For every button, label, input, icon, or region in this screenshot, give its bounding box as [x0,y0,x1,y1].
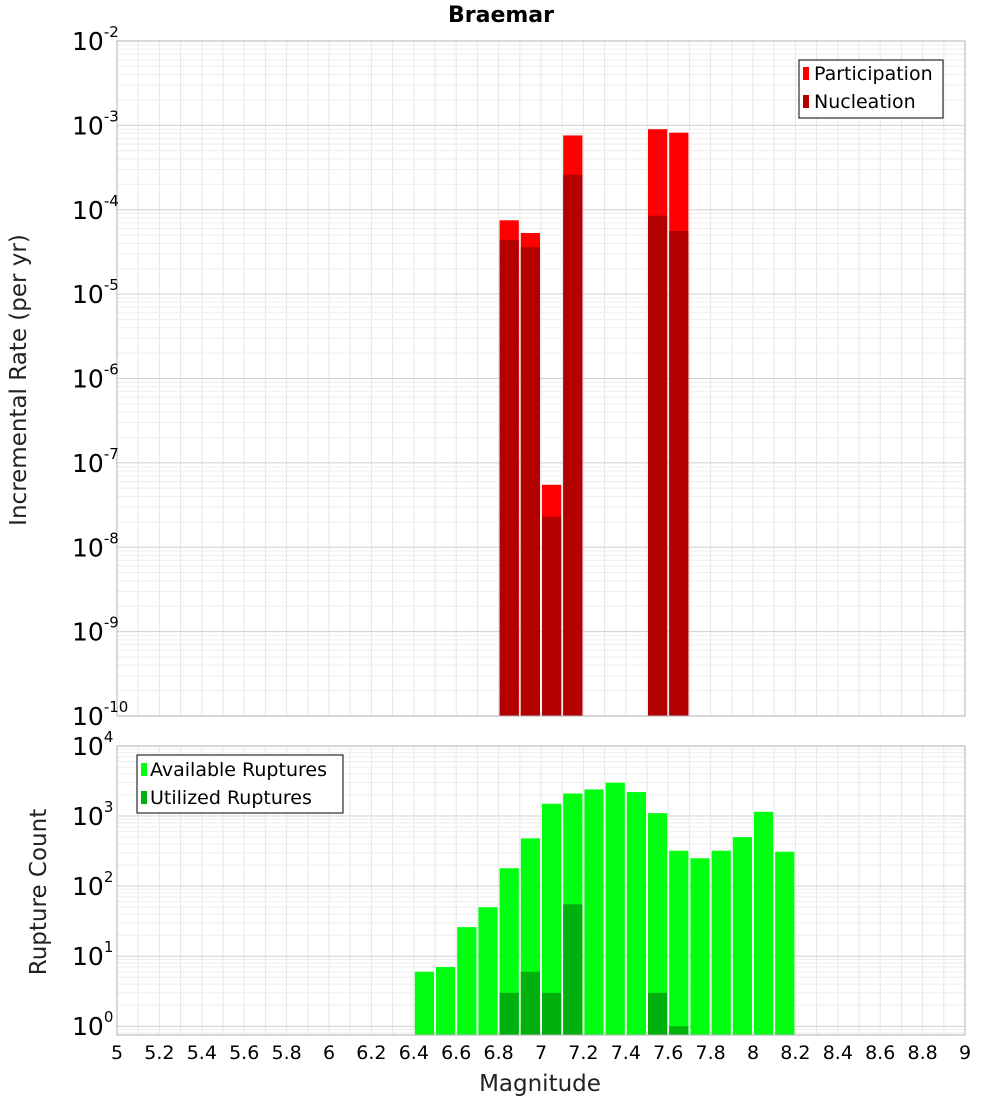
x-tick-labels: 5 5.2 5.4 5.6 5.8 6 6.2 6.4 6.6 6.8 7 7.2 7.4 7.6 7.8 8… [111,1042,971,1064]
bottom-legend-box [136,754,344,814]
x-tick-label: 6.8 [483,1042,513,1064]
x-tick-label: 5.6 [229,1042,259,1064]
x-tick-label: 5.8 [271,1042,301,1064]
chart-title: Braemar [448,3,554,28]
utilized-ruptures-bar [499,992,519,1035]
top-y-tick-label: 10-8 [72,529,119,562]
available-ruptures-bar [690,858,710,1035]
legend-swatch-nucleation [803,95,809,108]
x-tick-label: 6 [323,1042,335,1064]
top-plot-border [116,40,966,717]
top-gridlines [116,40,966,717]
x-tick-label: 5.2 [144,1042,174,1064]
top-y-tick-label: 10-10 [72,698,128,731]
available-ruptures-bar [436,967,456,1035]
bottom-y-tick-label: 103 [72,798,113,831]
available-ruptures-bar [457,927,477,1035]
bottom-y-tick-label: 100 [72,1008,113,1041]
top-legend: Participation Nucleation [798,59,944,119]
x-tick-label: 8.4 [823,1042,853,1064]
available-ruptures-bar [605,782,625,1035]
x-tick-label: 7 [535,1042,547,1064]
available-ruptures-bar [626,792,646,1035]
nucleation-bar [669,230,689,716]
top-y-tick-label: 10-9 [72,614,119,647]
x-tick-label: 7.4 [611,1042,641,1064]
available-ruptures-bar [669,850,689,1035]
available-ruptures-bar [711,850,731,1035]
available-ruptures-bar [542,803,562,1035]
x-tick-label: 9 [959,1042,971,1064]
legend-label-utilized: Utilized Ruptures [150,787,312,809]
bottom-y-tick-label: 102 [72,868,113,901]
nucleation-bar [520,247,540,716]
x-tick-label: 8.8 [907,1042,937,1064]
x-tick-label: 6.4 [399,1042,429,1064]
bottom-y-axis-label: Rupture Count [26,809,52,975]
utilized-ruptures-bar [669,1026,689,1035]
utilized-ruptures-bar [520,971,540,1035]
nucleation-bar [648,215,668,717]
x-tick-label: 8 [747,1042,759,1064]
legend-label-nucleation: Nucleation [814,91,916,113]
x-tick-label: 6.2 [356,1042,386,1064]
nucleation-bar [499,239,519,716]
x-tick-label: 7.8 [695,1042,725,1064]
top-y-tick-label: 10-3 [72,107,119,140]
available-ruptures-bar [478,907,498,1035]
legend-label-participation: Participation [814,63,933,85]
bottom-plot-border [116,745,966,1036]
utilized-ruptures-bars [499,904,689,1035]
utilized-ruptures-bar [542,992,562,1035]
available-ruptures-bar [754,811,774,1035]
bottom-y-tick-label: 104 [72,728,113,761]
available-ruptures-bar [775,851,795,1035]
x-axis-label: Magnitude [479,1071,601,1097]
nucleation-bar [563,174,583,716]
bottom-legend: Available Ruptures Utilized Ruptures [136,754,344,814]
nucleation-bars [499,174,689,717]
top-y-tick-label: 10-4 [72,192,119,225]
top-y-tick-labels: 10-10 10-9 10-8 10-7 10-6 10-5 10-4 10-3 10-2 [72,23,128,731]
top-panel: 10-10 10-9 10-8 10-7 10-6 10-5 10-4 10-3 10-2 In… [6,23,966,731]
nucleation-bar [542,516,562,716]
top-y-tick-label: 10-6 [72,361,119,394]
top-y-tick-label: 10-2 [72,23,119,56]
top-y-tick-label: 10-7 [72,445,119,478]
legend-swatch-utilized [141,791,147,804]
top-y-axis-label: Incremental Rate (per yr) [6,234,32,526]
x-tick-label: 6.6 [441,1042,471,1064]
x-tick-label: 7.6 [653,1042,683,1064]
x-tick-label: 5 [111,1042,123,1064]
bottom-y-tick-labels: 100 101 102 103 104 [72,728,113,1041]
top-y-tick-label: 10-5 [72,276,119,309]
x-tick-label: 5.4 [187,1042,217,1064]
x-tick-label: 8.6 [865,1042,895,1064]
available-ruptures-bar [732,837,752,1035]
utilized-ruptures-bar [648,992,668,1035]
available-ruptures-bar [584,789,604,1035]
available-ruptures-bar [414,971,434,1035]
legend-label-available: Available Ruptures [150,759,327,781]
utilized-ruptures-bar [563,904,583,1035]
bottom-gridlines [116,745,966,1035]
legend-swatch-available [141,763,147,776]
legend-swatch-participation [803,67,809,80]
bottom-panel: 100 101 102 103 104 5 5.2 5.4 5.6 5.8 6 6.2 6.4 6.6 6… [26,728,971,1097]
bottom-y-tick-label: 101 [72,938,113,971]
top-legend-box [798,59,944,119]
x-tick-label: 7.2 [568,1042,598,1064]
available-ruptures-bar [648,813,668,1035]
x-tick-label: 8.2 [780,1042,810,1064]
